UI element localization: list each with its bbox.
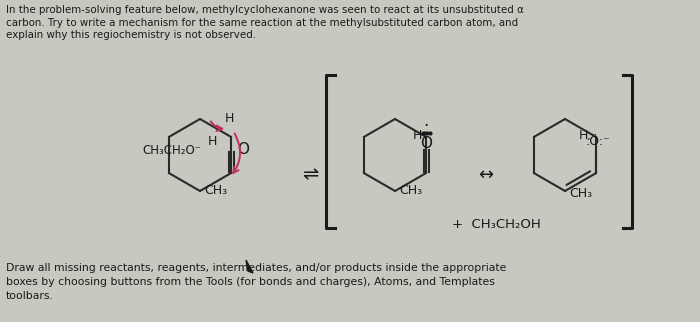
Text: ··: ·· xyxy=(415,130,421,140)
Text: +  CH₃CH₂OH: + CH₃CH₂OH xyxy=(452,218,540,231)
Text: CH₃: CH₃ xyxy=(399,184,422,196)
Text: CH₃: CH₃ xyxy=(204,184,227,196)
Text: H: H xyxy=(208,135,217,147)
Text: ·: · xyxy=(424,117,429,135)
Text: carbon. Try to write a mechanism for the same reaction at the methylsubstituted : carbon. Try to write a mechanism for the… xyxy=(6,17,518,27)
Text: CH₃: CH₃ xyxy=(569,186,592,200)
Text: CH₃CH₂O⁻: CH₃CH₂O⁻ xyxy=(142,144,201,156)
Text: toolbars.: toolbars. xyxy=(6,291,54,301)
Polygon shape xyxy=(246,260,253,273)
Text: O: O xyxy=(237,141,249,156)
Text: In the problem-solving feature below, methylcyclohexanone was seen to react at i: In the problem-solving feature below, me… xyxy=(6,5,524,15)
Text: explain why this regiochemistry is not observed.: explain why this regiochemistry is not o… xyxy=(6,30,256,40)
Text: Draw all missing reactants, reagents, intermediates, and/or products inside the : Draw all missing reactants, reagents, in… xyxy=(6,263,506,273)
Text: H: H xyxy=(413,128,422,141)
Text: :Ö:⁻: :Ö:⁻ xyxy=(586,135,610,147)
Text: H.: H. xyxy=(579,128,592,141)
Text: boxes by choosing buttons from the Tools (for bonds and charges), Atoms, and Tem: boxes by choosing buttons from the Tools… xyxy=(6,277,495,287)
Text: ↔: ↔ xyxy=(478,166,493,184)
Text: ⇌: ⇌ xyxy=(302,166,318,185)
Text: H: H xyxy=(225,112,234,125)
Text: O: O xyxy=(420,136,432,150)
